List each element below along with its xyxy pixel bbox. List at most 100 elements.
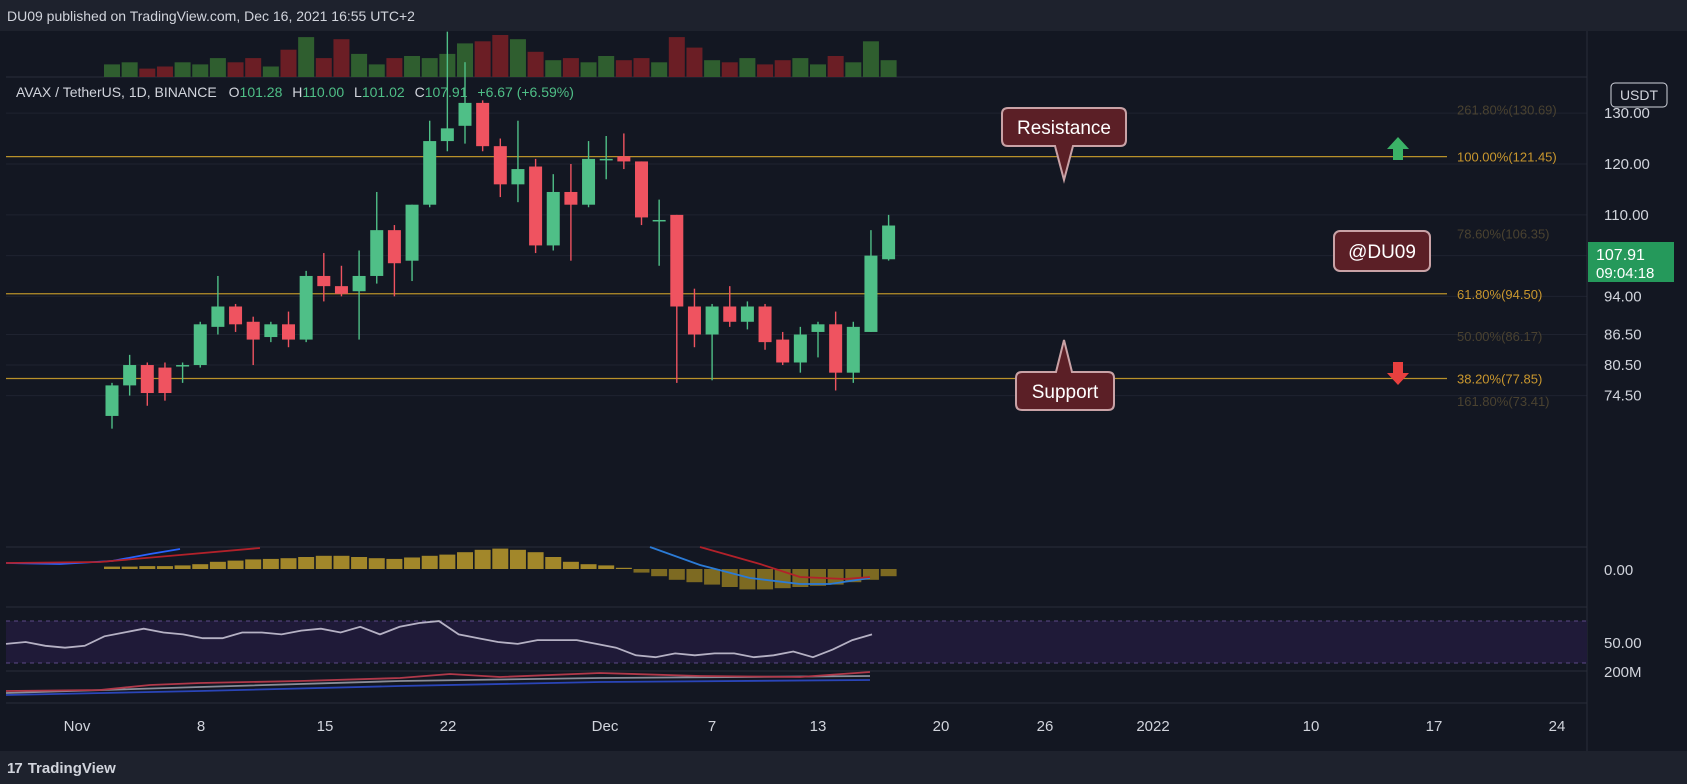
volume-bar — [209, 58, 226, 77]
price-tick-label: 94.00 — [1604, 288, 1642, 305]
volume-bar — [668, 37, 685, 77]
candle-body — [882, 225, 896, 260]
macd-histogram-bar — [651, 569, 668, 577]
vma-line-gray — [5, 675, 871, 694]
macd-histogram-bar — [386, 558, 403, 569]
macd-histogram-bar — [421, 555, 438, 569]
price-tick-label: 80.50 — [1604, 357, 1642, 374]
candle-body — [123, 365, 137, 386]
candle-body — [564, 191, 578, 205]
volume-bar — [386, 58, 403, 77]
price-tag — [1588, 242, 1674, 282]
macd-histogram-bar — [245, 559, 262, 569]
candle-body — [723, 306, 737, 322]
macd-zero-tick: 0.00 — [1604, 562, 1633, 579]
macd-histogram-bar — [615, 567, 632, 569]
time-tick-label: Dec — [592, 718, 619, 735]
macd-histogram-bar — [739, 569, 756, 590]
fib-levels: 261.80%(130.69) 100.00%(121.45) 78.60%(106… — [6, 103, 1557, 409]
fib-label: 161.80%(73.41) — [1457, 394, 1550, 409]
price-tick-label: 120.00 — [1604, 156, 1650, 173]
candle-body — [776, 339, 790, 363]
candle-body — [176, 365, 190, 367]
volume-bar — [139, 68, 156, 77]
macd-histogram-bar — [439, 554, 456, 569]
macd-pane: 0.00 — [5, 546, 1633, 590]
volume-bar — [615, 60, 632, 77]
macd-histogram-bar — [792, 569, 809, 587]
candle-body — [829, 324, 843, 373]
macd-histogram-bar — [333, 555, 350, 569]
volume-bar — [421, 58, 438, 77]
macd-signal-line — [699, 546, 871, 580]
time-axis[interactable]: Nov 8 15 22 Dec 7 13 20 26 2022 10 17 24 — [64, 718, 1566, 735]
price-chart[interactable]: 261.80%(130.69) 100.00%(121.45) 78.60%(106… — [0, 31, 1687, 751]
candle-body — [758, 306, 772, 343]
candle-body — [846, 326, 860, 373]
legend-change: +6.67 (+6.59%) — [477, 84, 574, 100]
candle-body — [582, 158, 596, 205]
volume-bar — [845, 62, 862, 77]
price-tag-countdown: 09:04:18 — [1596, 265, 1654, 282]
volume-bar — [792, 58, 809, 77]
currency-label: USDT — [1620, 87, 1659, 103]
volume-bar — [404, 56, 421, 77]
macd-histogram-bar — [862, 569, 879, 580]
candle-body — [352, 275, 366, 292]
time-tick-label: 20 — [933, 718, 950, 735]
candle-body — [423, 141, 437, 205]
candle-body — [687, 306, 701, 335]
candle-body — [476, 102, 490, 147]
arrow-down-icon — [1387, 362, 1409, 385]
resistance-callout[interactable]: Resistance — [1001, 107, 1127, 184]
support-callout[interactable]: Support — [1015, 339, 1115, 411]
volume-bar — [315, 58, 332, 77]
macd-histogram-bar — [562, 561, 579, 569]
time-tick-label: 24 — [1549, 718, 1566, 735]
volume-ma-pane: 200M — [5, 664, 1642, 696]
publish-header: DU09 published on TradingView.com, Dec 1… — [0, 0, 1687, 32]
author-callout[interactable]: @DU09 — [1333, 230, 1431, 272]
currency-box[interactable] — [1610, 82, 1668, 108]
volume-bar — [280, 49, 297, 77]
time-tick-label: 26 — [1037, 718, 1054, 735]
candle-body — [546, 191, 560, 246]
volume-bar — [227, 62, 244, 77]
macd-histogram-bar — [192, 564, 209, 569]
macd-histogram-bar — [298, 557, 315, 569]
macd-histogram-bar — [492, 548, 509, 569]
volume-bar — [757, 64, 774, 77]
macd-histogram-bar — [351, 557, 368, 569]
macd-histogram-bar — [368, 558, 385, 569]
price-axis[interactable]: 130.00120.00110.00102.0094.0086.5080.507… — [1604, 105, 1650, 404]
macd-histogram-bar — [104, 566, 120, 569]
volume-bar — [245, 58, 262, 77]
candle-body — [811, 324, 825, 332]
macd-histogram-bar — [121, 566, 138, 569]
legend-o-label: O — [229, 84, 240, 100]
macd-histogram-bar — [262, 558, 279, 569]
candles — [105, 31, 896, 429]
fib-label: 61.80%(94.50) — [1457, 287, 1542, 302]
candle-body — [193, 324, 207, 366]
volume-ma-tick: 200M — [1604, 664, 1642, 681]
candle-body — [705, 306, 719, 335]
price-tick-label: 74.50 — [1604, 388, 1642, 405]
legend-o: 101.28 — [240, 84, 283, 100]
candle-body — [387, 230, 401, 264]
candle-body — [229, 306, 243, 325]
volume-bar — [509, 39, 526, 77]
candle-body — [864, 255, 878, 332]
candle-body — [511, 169, 525, 185]
legend-c: 107.91 — [425, 84, 468, 100]
tradingview-logo[interactable]: 17 TradingView — [7, 760, 116, 777]
macd-histogram-bar — [404, 557, 421, 569]
macd-histogram-bar — [686, 569, 703, 583]
legend-h-label: H — [292, 84, 302, 100]
time-tick-label: 8 — [197, 718, 205, 735]
candle-body — [246, 321, 260, 340]
resistance-label: Resistance — [1017, 118, 1111, 139]
candle-body — [299, 275, 313, 340]
volume-bar — [492, 35, 509, 77]
legend-l: 101.02 — [362, 84, 405, 100]
